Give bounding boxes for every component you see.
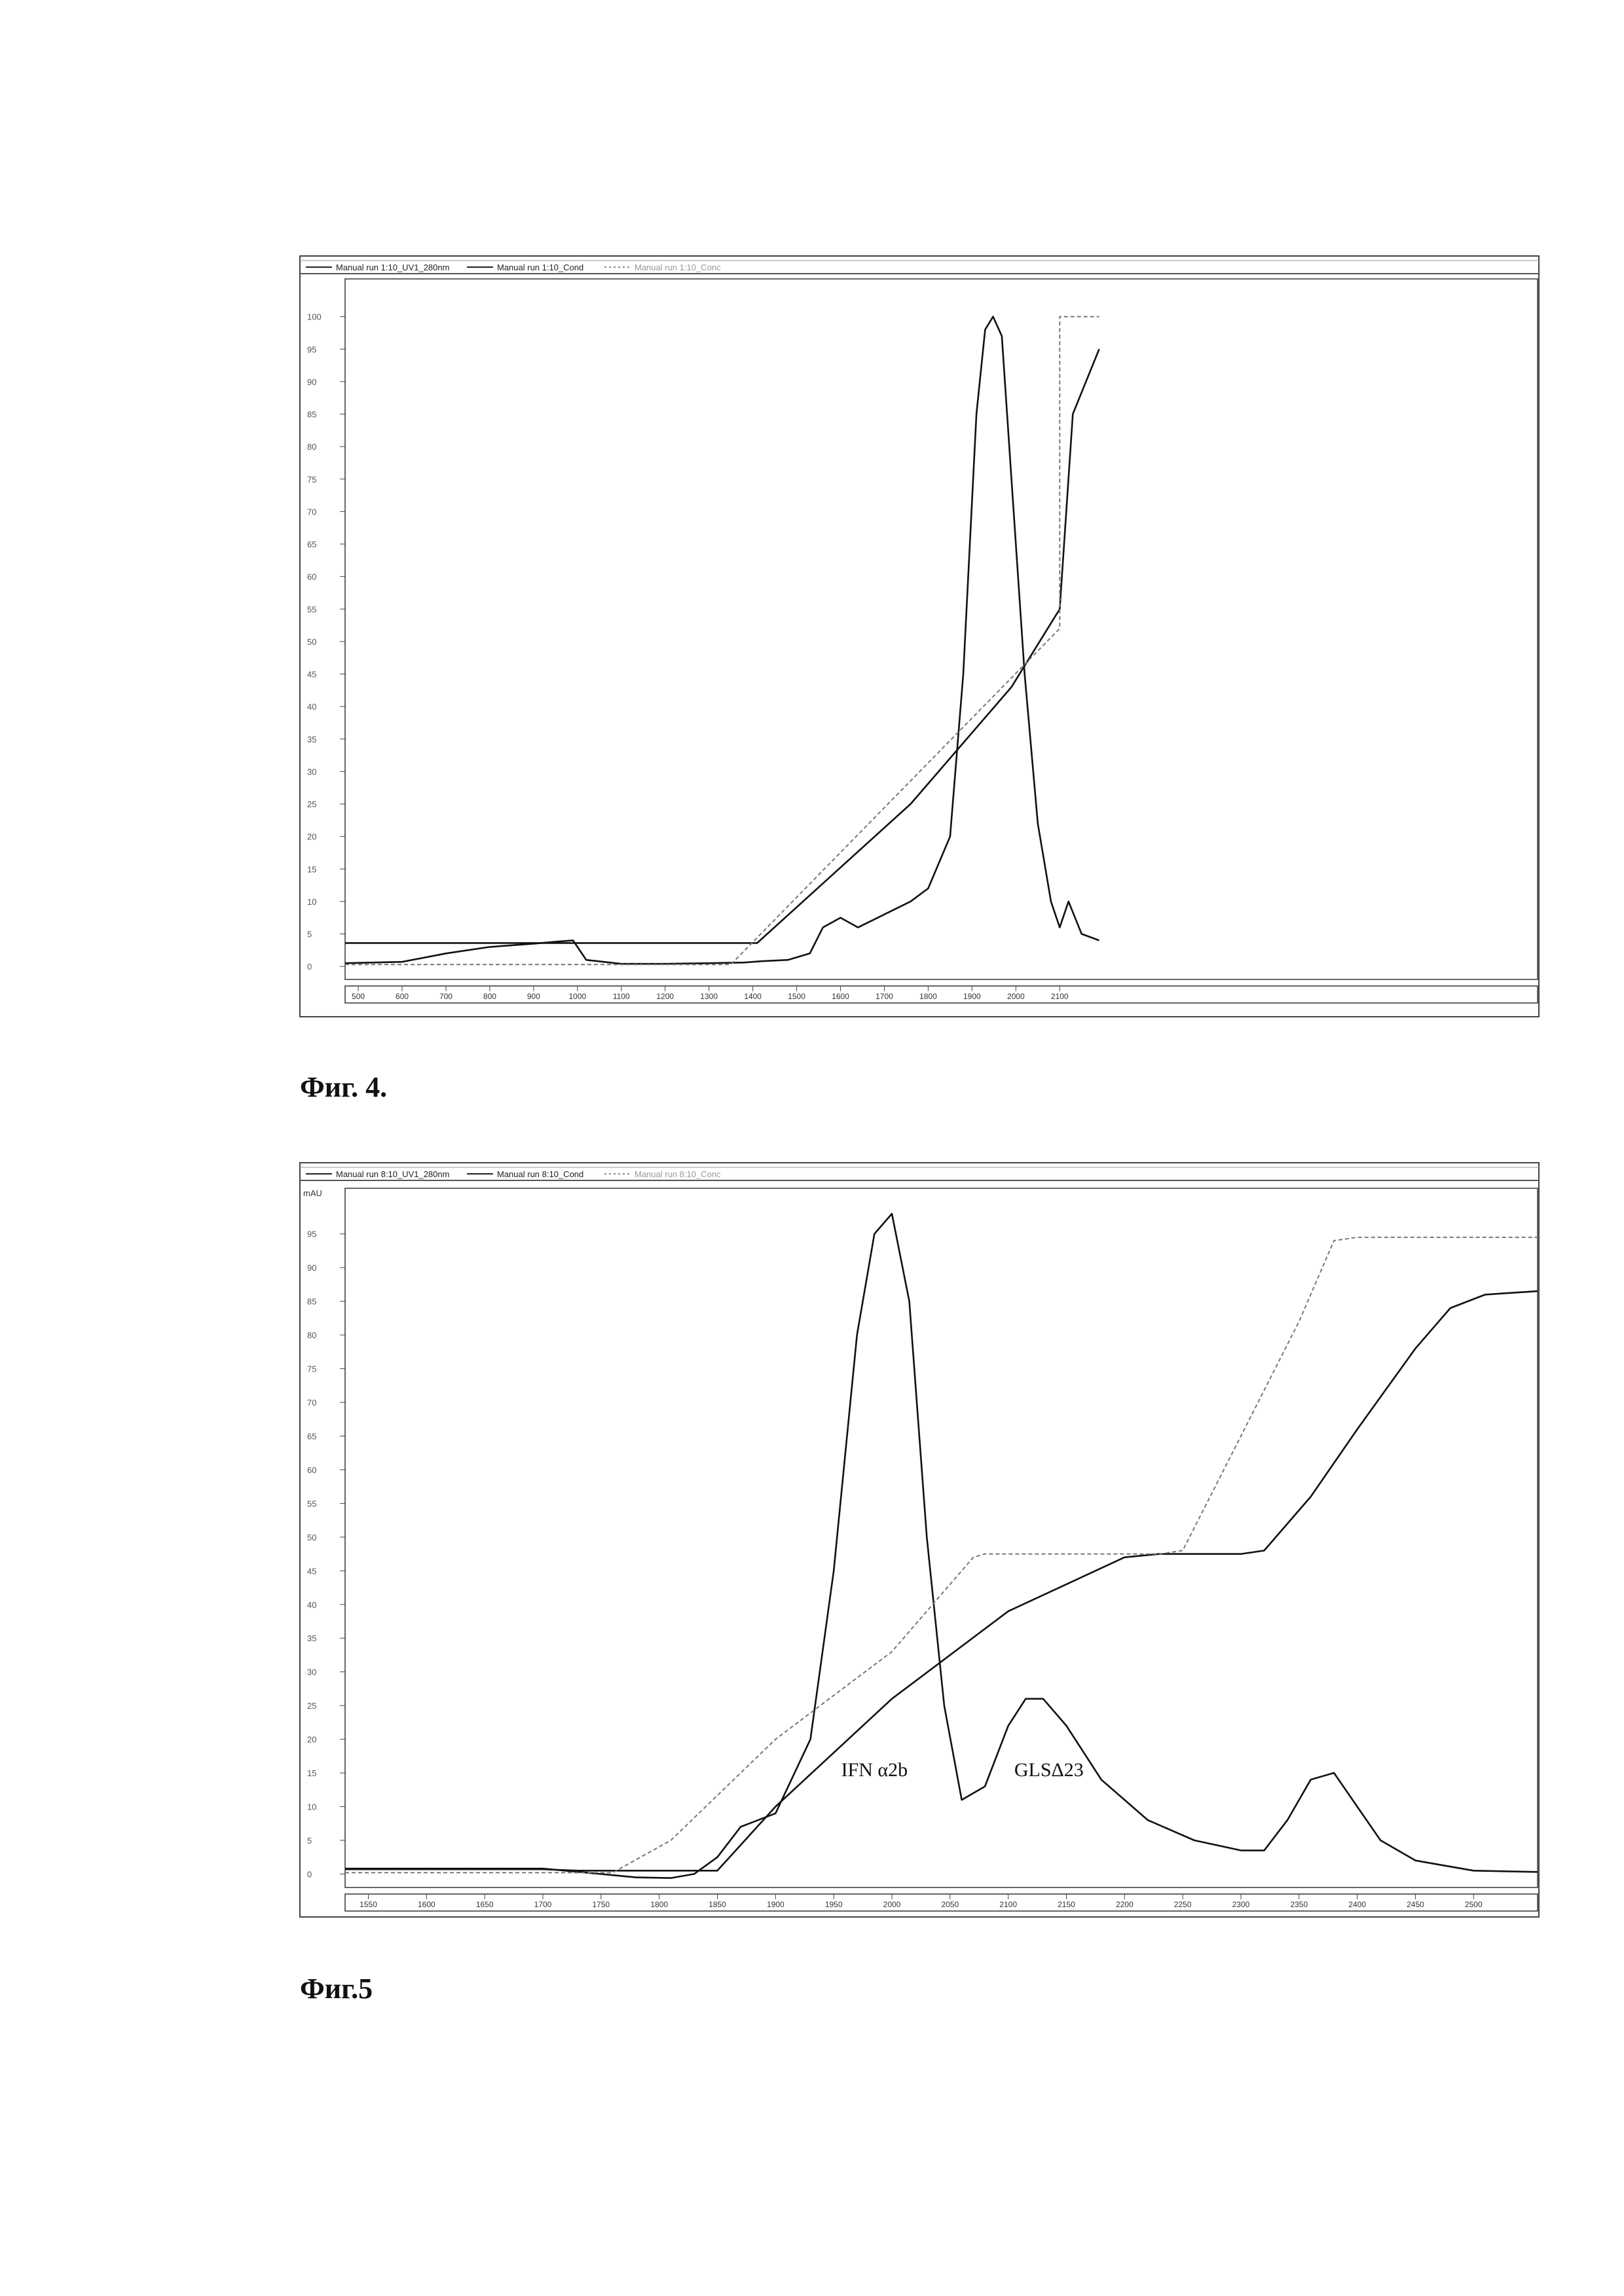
x-tick-label: 2450 [1407,1900,1424,1909]
peak-annotation: GLSΔ23 [1014,1759,1084,1781]
y-tick-label: 50 [307,1533,316,1542]
y-tick-label: 15 [307,864,316,874]
x-tick-label: 1850 [709,1900,726,1909]
x-tick-label: 2050 [941,1900,959,1909]
x-tick-label: 600 [396,992,409,1001]
x-tick-label: 1800 [650,1900,668,1909]
x-tick-label: 1900 [963,992,981,1001]
x-tick-label: 2200 [1116,1900,1134,1909]
y-tick-label: 80 [307,442,316,452]
x-tick-label: 1200 [656,992,674,1001]
y-tick-label: 35 [307,1633,316,1643]
figure-5-caption: Фиг.5 [300,1972,373,2005]
x-tick-label: 2300 [1232,1900,1250,1909]
x-tick-label: 2250 [1174,1900,1192,1909]
x-tick-label: 2000 [1007,992,1025,1001]
y-tick-label: 90 [307,1263,316,1273]
y-tick-label: 25 [307,799,316,809]
x-tick-label: 1600 [418,1900,435,1909]
x-tick-label: 2100 [999,1900,1017,1909]
chart-frame [300,256,1539,1017]
y-tick-label: 85 [307,1297,316,1307]
x-tick-label: 1950 [825,1900,843,1909]
x-tick-label: 2000 [883,1900,901,1909]
figure-5-chart: Manual run 8:10_UV1_280nm Manual run 8:10… [298,1161,1541,1919]
y-tick-label: 80 [307,1330,316,1340]
y-tick-label: 50 [307,637,316,647]
x-tick-label: 900 [527,992,540,1001]
y-tick-label: 70 [307,1398,316,1408]
y-tick-label: 75 [307,475,316,484]
x-tick-label: 1800 [919,992,937,1001]
x-tick-label: 2400 [1348,1900,1366,1909]
y-tick-label: 65 [307,1431,316,1441]
x-tick-label: 1500 [788,992,805,1001]
y-tick-label: 45 [307,1566,316,1576]
legend-entry: Manual run 8:10_UV1_280nm [336,1169,449,1179]
y-tick-label: 5 [307,1836,312,1846]
y-tick-label: 5 [307,930,312,939]
x-tick-label: 800 [483,992,496,1001]
legend-entry: Manual run 8:10_Cond [497,1169,583,1179]
y-tick-label: 85 [307,410,316,420]
x-tick-label: 2500 [1465,1900,1483,1909]
legend-entry: Manual run 1:10_Cond [497,263,583,272]
y-tick-label: 40 [307,1600,316,1610]
x-tick-label: 1600 [832,992,849,1001]
y-tick-label: 90 [307,377,316,387]
peak-annotation: IFN α2b [841,1759,908,1781]
y-tick-label: 10 [307,1802,316,1812]
y-tick-label: 95 [307,1230,316,1239]
y-tick-label: 0 [307,962,312,972]
y-tick-label: 20 [307,1735,316,1745]
chromatogram-4: Manual run 1:10_UV1_280nm Manual run 1:10… [298,254,1541,1019]
figure-4-chart: Manual run 1:10_UV1_280nm Manual run 1:10… [298,254,1541,1019]
y-tick-label: 0 [307,1869,312,1879]
x-tick-label: 1000 [568,992,586,1001]
chromatogram-5: Manual run 8:10_UV1_280nm Manual run 8:10… [298,1161,1541,1919]
chart-frame [300,1163,1539,1917]
y-tick-label: 60 [307,1465,316,1475]
x-tick-label: 2150 [1058,1900,1075,1909]
y-tick-label: 20 [307,832,316,842]
y-tick-label: 15 [307,1768,316,1778]
y-tick-label: 75 [307,1364,316,1374]
legend-entry: Manual run 1:10_Conc [635,263,721,272]
y-tick-label: 25 [307,1701,316,1711]
y-unit-label: mAU [303,1188,322,1198]
y-tick-label: 10 [307,897,316,907]
x-tick-label: 700 [439,992,452,1001]
x-tick-label: 1700 [876,992,893,1001]
y-tick-label: 100 [307,312,322,322]
legend-entry: Manual run 1:10_UV1_280nm [336,263,449,272]
y-tick-label: 30 [307,1667,316,1677]
x-tick-label: 1300 [700,992,718,1001]
y-tick-label: 40 [307,702,316,712]
y-tick-label: 70 [307,507,316,517]
y-tick-label: 60 [307,572,316,582]
figure-4-caption: Фиг. 4. [300,1070,387,1104]
x-tick-label: 1900 [767,1900,784,1909]
x-tick-label: 2100 [1051,992,1069,1001]
y-tick-label: 65 [307,539,316,549]
x-tick-label: 1100 [613,992,630,1001]
legend-entry: Manual run 8:10_Conc [635,1169,721,1179]
x-tick-label: 1400 [744,992,762,1001]
x-tick-label: 1550 [360,1900,377,1909]
y-tick-label: 55 [307,604,316,614]
y-tick-label: 45 [307,670,316,680]
x-tick-label: 1650 [476,1900,494,1909]
x-tick-label: 2350 [1290,1900,1308,1909]
y-tick-label: 95 [307,344,316,354]
y-tick-label: 55 [307,1499,316,1508]
x-tick-label: 1700 [534,1900,552,1909]
x-tick-label: 500 [352,992,365,1001]
y-tick-label: 30 [307,767,316,776]
y-tick-label: 35 [307,735,316,744]
x-tick-label: 1750 [592,1900,610,1909]
